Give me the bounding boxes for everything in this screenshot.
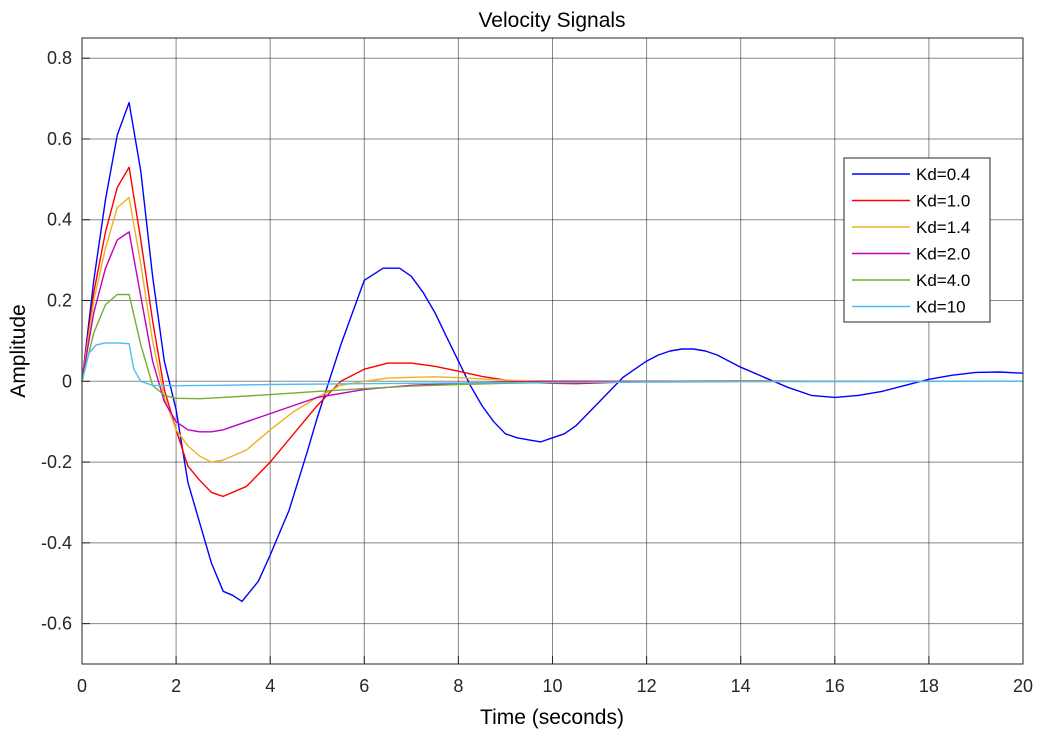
legend-label: Kd=10: [916, 298, 966, 317]
legend-label: Kd=1.0: [916, 192, 970, 211]
x-tick-label: 20: [1013, 676, 1033, 696]
legend-label: Kd=4.0: [916, 271, 970, 290]
y-tick-label: 0.4: [47, 210, 72, 230]
axis-ticks: 0 2 4 6 8 10 12 14 16 18 20 -0.6 -0.4 -0.2 0 0.2 0.4 0.6 0…: [41, 48, 1033, 696]
x-tick-label: 12: [637, 676, 657, 696]
chart-title: Velocity Signals: [478, 9, 625, 32]
y-tick-label: 0.6: [47, 129, 72, 149]
y-tick-label: -0.2: [41, 452, 72, 472]
x-tick-label: 14: [731, 676, 751, 696]
series-line-4: [81, 231, 1023, 433]
legend-label: Kd=1.4: [916, 218, 970, 237]
series-lines: [81, 101, 1024, 603]
x-tick-label: 6: [359, 676, 369, 696]
legend-label: Kd=2.0: [916, 245, 970, 264]
series-line-1: [81, 101, 1024, 603]
x-tick-label: 10: [542, 676, 562, 696]
y-tick-label: -0.6: [41, 614, 72, 634]
legend: Kd=0.4 Kd=1.0 Kd=1.4 Kd=2.0 Kd=4.0 Kd=10: [843, 157, 991, 323]
series-line-3: [81, 196, 1023, 463]
y-tick-label: 0.8: [47, 48, 72, 68]
series-line-6: [81, 342, 1024, 387]
x-tick-label: 4: [265, 676, 275, 696]
legend-label: Kd=0.4: [916, 165, 970, 184]
y-axis-label: Amplitude: [7, 304, 30, 397]
x-axis-label: Time (seconds): [480, 706, 624, 729]
legend-box: [843, 157, 991, 323]
y-tick-label: -0.4: [41, 533, 72, 553]
x-tick-label: 18: [919, 676, 939, 696]
x-tick-label: 8: [453, 676, 463, 696]
x-tick-label: 0: [77, 676, 87, 696]
y-tick-label: 0.2: [47, 291, 72, 311]
series-line-2: [81, 166, 1023, 498]
x-tick-label: 2: [171, 676, 181, 696]
y-tick-label: 0: [62, 371, 72, 391]
x-tick-label: 16: [825, 676, 845, 696]
